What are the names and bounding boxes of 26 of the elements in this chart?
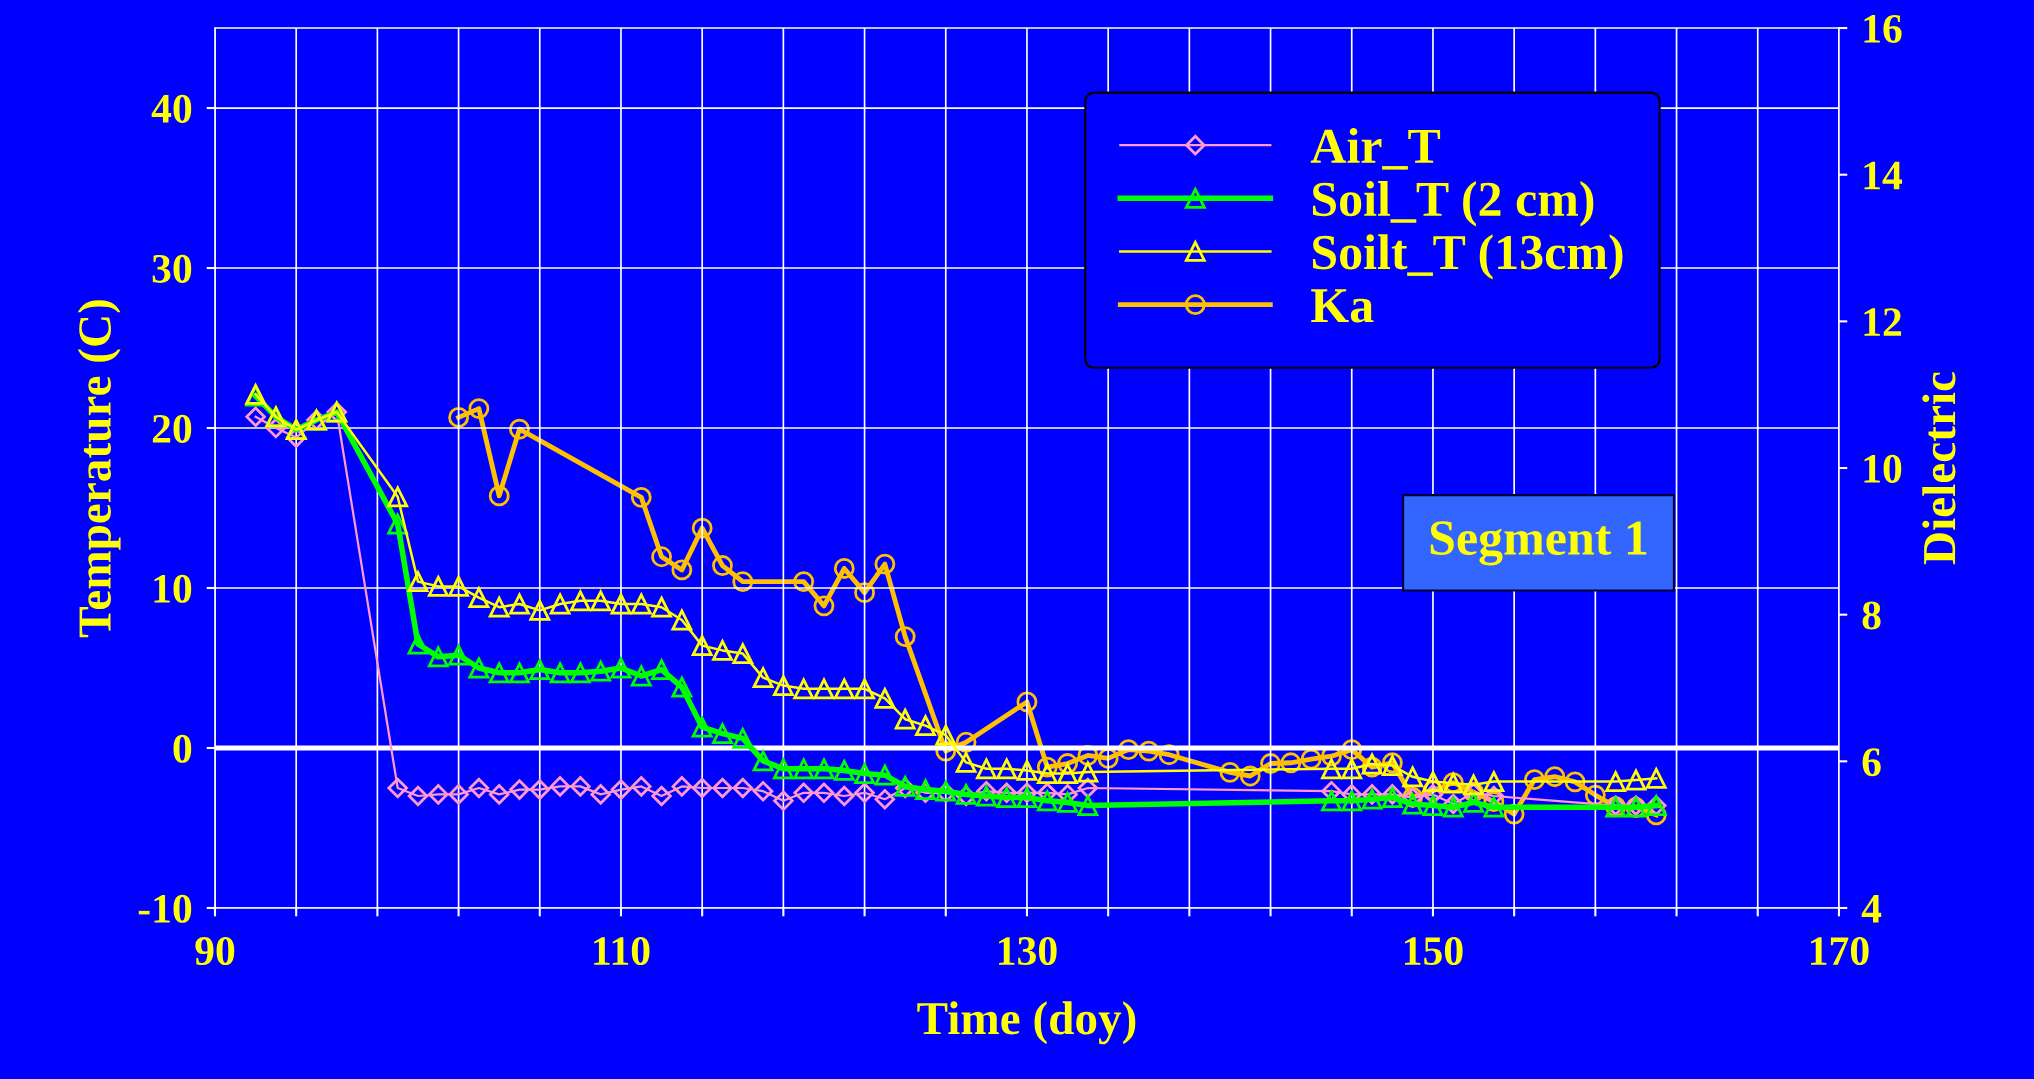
y2-tick-label: 8 — [1862, 601, 1881, 630]
legend-label: Soil_T (2 cm) — [1312, 181, 1594, 227]
x-axis-title: Time (doy) — [917, 1001, 1136, 1045]
y2-tick-label: 6 — [1862, 748, 1881, 777]
y-tick-label: 0 — [173, 734, 192, 763]
y2-tick-label: 16 — [1864, 14, 1902, 43]
y-tick-label: 30 — [152, 254, 192, 283]
legend-label: Soilt_T (13cm) — [1312, 234, 1623, 280]
x-tick-label: 130 — [999, 936, 1057, 966]
y-axis-title: Temperature (C) — [77, 300, 121, 638]
x-tick-label: 150 — [1405, 936, 1463, 966]
y-tick-label: 20 — [152, 414, 192, 443]
y2-tick-label: 4 — [1861, 895, 1882, 923]
y-tick-label: 10 — [154, 574, 192, 603]
y2-tick-label: 14 — [1864, 161, 1903, 190]
legend-label: Ka — [1311, 289, 1374, 323]
y2-tick-label: 12 — [1864, 308, 1902, 336]
x-tick-label: 170 — [1811, 936, 1869, 966]
y2-tick-label: 10 — [1864, 454, 1902, 483]
y-tick-label: 40 — [151, 94, 192, 123]
x-tick-label: 110 — [594, 936, 650, 966]
y2-axis-title: Dielectric — [1922, 372, 1956, 565]
legend-label: Air_T — [1310, 127, 1441, 170]
x-tick-label: 90 — [195, 936, 235, 966]
annotation: Segment 1 — [1430, 521, 1647, 566]
y-tick-label: -10 — [138, 894, 192, 923]
